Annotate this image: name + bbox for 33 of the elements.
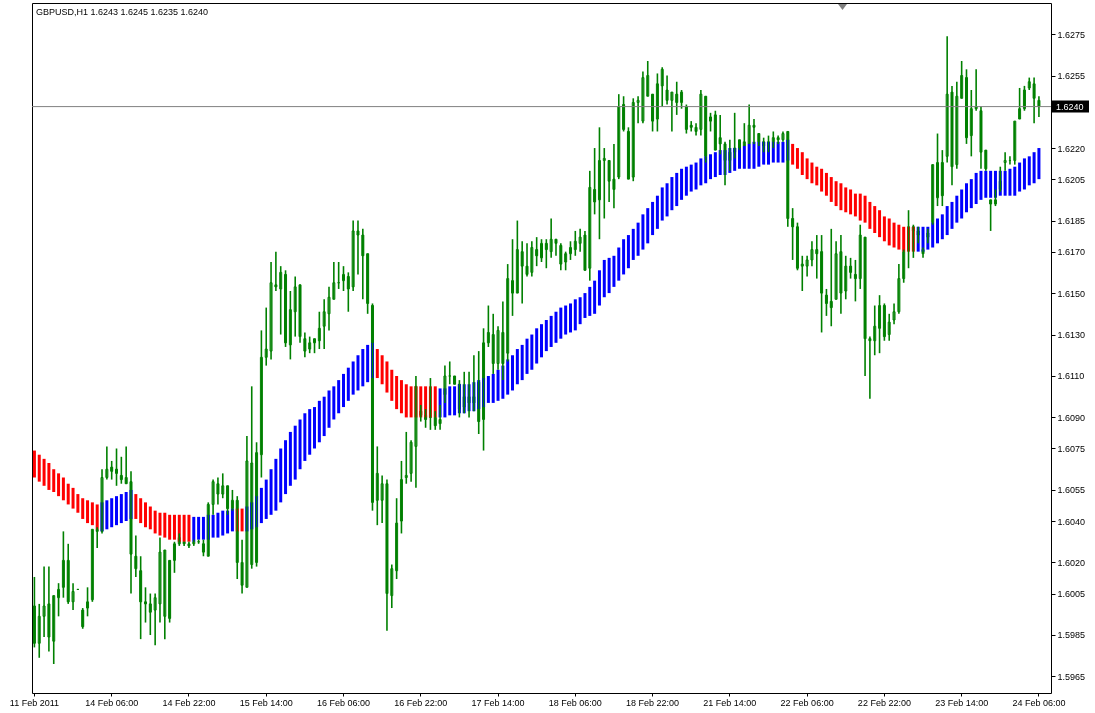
y-tick-label: 1.6275 xyxy=(1057,29,1086,40)
x-tick-label: 16 Feb 06:00 xyxy=(316,697,371,708)
y-tick-label: 1.6220 xyxy=(1057,143,1086,154)
y-tick-label: 1.6090 xyxy=(1057,412,1086,423)
y-tick-label: 1.5965 xyxy=(1057,671,1086,682)
y-tick-label: 1.5985 xyxy=(1057,630,1086,641)
y-tick-label: 1.6255 xyxy=(1057,71,1086,82)
y-tick-label: 1.6150 xyxy=(1057,288,1086,299)
y-tick-label: 1.6020 xyxy=(1057,557,1086,568)
x-tick-label: 14 Feb 22:00 xyxy=(162,697,216,708)
x-tick-label: 18 Feb 22:00 xyxy=(626,697,680,708)
y-tick-label: 1.6205 xyxy=(1057,174,1086,185)
y-tick-label: 1.6055 xyxy=(1057,485,1086,496)
x-tick-label: 22 Feb 22:00 xyxy=(857,697,911,708)
x-tick-label: 11 Feb 2011 xyxy=(9,697,60,708)
ref-line-label: 1.6240 xyxy=(1056,101,1084,112)
y-tick-label: 1.6110 xyxy=(1057,371,1085,382)
x-tick-label: 22 Feb 06:00 xyxy=(780,697,834,708)
y-tick-label: 1.6170 xyxy=(1057,247,1086,258)
y-tick-label: 1.6005 xyxy=(1057,589,1086,600)
chart-title: GBPUSD,H1 1.6243 1.6245 1.6235 1.6240 xyxy=(36,7,209,17)
x-tick-label: 17 Feb 14:00 xyxy=(471,697,525,708)
x-tick-label: 23 Feb 14:00 xyxy=(935,697,989,708)
x-tick-label: 21 Feb 14:00 xyxy=(703,697,757,708)
y-tick-label: 1.6075 xyxy=(1057,444,1086,454)
y-tick-label: 1.6185 xyxy=(1057,216,1086,227)
y-tick-label: 1.6040 xyxy=(1057,516,1086,527)
x-tick-label: 24 Feb 06:00 xyxy=(1012,697,1066,708)
x-tick-label: 15 Feb 14:00 xyxy=(239,697,293,708)
y-tick-label: 1.6130 xyxy=(1057,330,1086,341)
x-tick-label: 14 Feb 06:00 xyxy=(85,697,139,708)
x-tick-label: 16 Feb 22:00 xyxy=(394,697,448,708)
x-tick-label: 18 Feb 06:00 xyxy=(548,697,602,708)
